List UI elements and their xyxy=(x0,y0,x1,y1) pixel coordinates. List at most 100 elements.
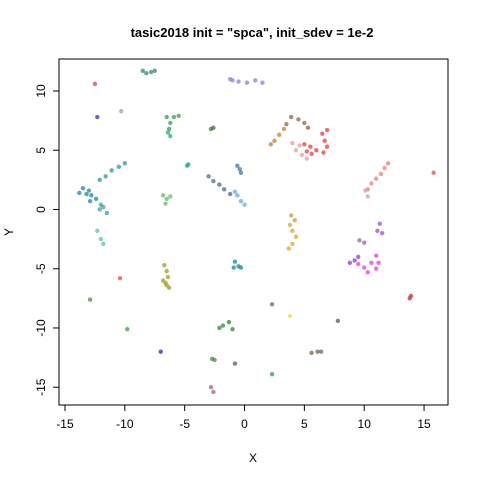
point-cluster xyxy=(77,186,98,203)
point-cluster xyxy=(119,109,123,113)
data-point xyxy=(309,152,313,156)
data-point xyxy=(431,171,435,175)
data-point xyxy=(325,144,329,148)
point-cluster xyxy=(233,190,247,207)
data-point xyxy=(101,205,105,209)
data-point xyxy=(289,115,293,119)
data-point xyxy=(232,265,236,269)
data-point xyxy=(97,178,101,182)
data-point xyxy=(168,194,172,198)
data-point xyxy=(321,150,325,154)
data-point xyxy=(290,242,294,246)
data-point xyxy=(123,161,127,165)
data-point xyxy=(302,142,306,146)
data-point xyxy=(236,79,240,83)
y-tick-label: 10 xyxy=(34,84,48,98)
point-cluster xyxy=(161,193,173,206)
data-point xyxy=(168,121,172,125)
x-axis-title: X xyxy=(249,451,257,465)
data-point xyxy=(293,218,297,222)
data-point xyxy=(163,201,167,205)
point-cluster xyxy=(233,361,237,365)
point-cluster xyxy=(118,276,122,280)
point-cluster xyxy=(235,163,243,175)
point-cluster xyxy=(88,297,92,301)
point-cluster xyxy=(209,126,216,132)
data-point xyxy=(374,267,378,271)
point-cluster xyxy=(357,238,366,245)
data-point xyxy=(409,294,413,298)
data-point xyxy=(282,127,286,131)
x-tick-label: -15 xyxy=(56,417,74,431)
point-cluster xyxy=(366,161,391,191)
data-point xyxy=(105,211,109,215)
data-point xyxy=(305,149,309,153)
data-point xyxy=(88,297,92,301)
data-point xyxy=(144,71,148,75)
point-cluster xyxy=(270,302,274,306)
data-point xyxy=(362,240,366,244)
data-point xyxy=(212,358,216,362)
data-point xyxy=(230,327,234,331)
data-point xyxy=(95,229,99,233)
data-point xyxy=(94,197,98,201)
data-point xyxy=(289,213,293,217)
data-point xyxy=(103,174,107,178)
data-point xyxy=(119,109,123,113)
data-point xyxy=(379,172,383,176)
point-cluster xyxy=(125,327,129,331)
point-cluster xyxy=(284,115,310,130)
data-point xyxy=(319,349,323,353)
data-point xyxy=(288,223,292,227)
point-cluster xyxy=(161,263,171,290)
data-point xyxy=(302,121,306,125)
data-point xyxy=(89,193,93,197)
data-point xyxy=(165,115,169,119)
data-point xyxy=(206,174,210,178)
data-point xyxy=(209,385,213,389)
data-point xyxy=(323,139,327,143)
data-point xyxy=(211,126,215,130)
data-point xyxy=(382,166,386,170)
data-point xyxy=(287,246,291,250)
data-point xyxy=(233,361,237,365)
data-point xyxy=(217,182,221,186)
y-tick-label: 5 xyxy=(34,147,48,154)
x-tick-label: -10 xyxy=(116,417,134,431)
point-cluster xyxy=(209,385,216,394)
point-cluster xyxy=(375,222,384,236)
data-point xyxy=(362,265,366,269)
data-point xyxy=(233,190,237,194)
data-point xyxy=(211,390,215,394)
point-cluster xyxy=(97,161,127,182)
data-point xyxy=(165,283,169,287)
x-tick-label: -5 xyxy=(179,417,190,431)
data-point xyxy=(168,134,172,138)
data-point xyxy=(297,143,301,147)
data-point xyxy=(336,319,340,323)
data-point xyxy=(242,203,246,207)
point-cluster xyxy=(185,162,191,168)
data-point xyxy=(77,191,81,195)
data-point xyxy=(228,192,232,196)
data-point xyxy=(269,142,273,146)
data-point xyxy=(233,259,237,263)
y-tick-label: 0 xyxy=(34,206,48,213)
data-point xyxy=(153,69,157,73)
data-point xyxy=(380,231,384,235)
data-point xyxy=(260,80,264,84)
data-point xyxy=(314,148,318,152)
data-point xyxy=(288,314,292,318)
point-cluster xyxy=(287,223,299,251)
data-point xyxy=(221,323,225,327)
data-point xyxy=(374,253,378,257)
data-point xyxy=(101,242,105,246)
data-point xyxy=(253,78,257,82)
data-point xyxy=(375,229,379,233)
data-point xyxy=(356,255,360,259)
point-cluster xyxy=(95,229,105,246)
data-point xyxy=(239,265,243,269)
data-point xyxy=(125,327,129,331)
point-cluster xyxy=(93,82,97,86)
point-cluster xyxy=(269,127,287,147)
